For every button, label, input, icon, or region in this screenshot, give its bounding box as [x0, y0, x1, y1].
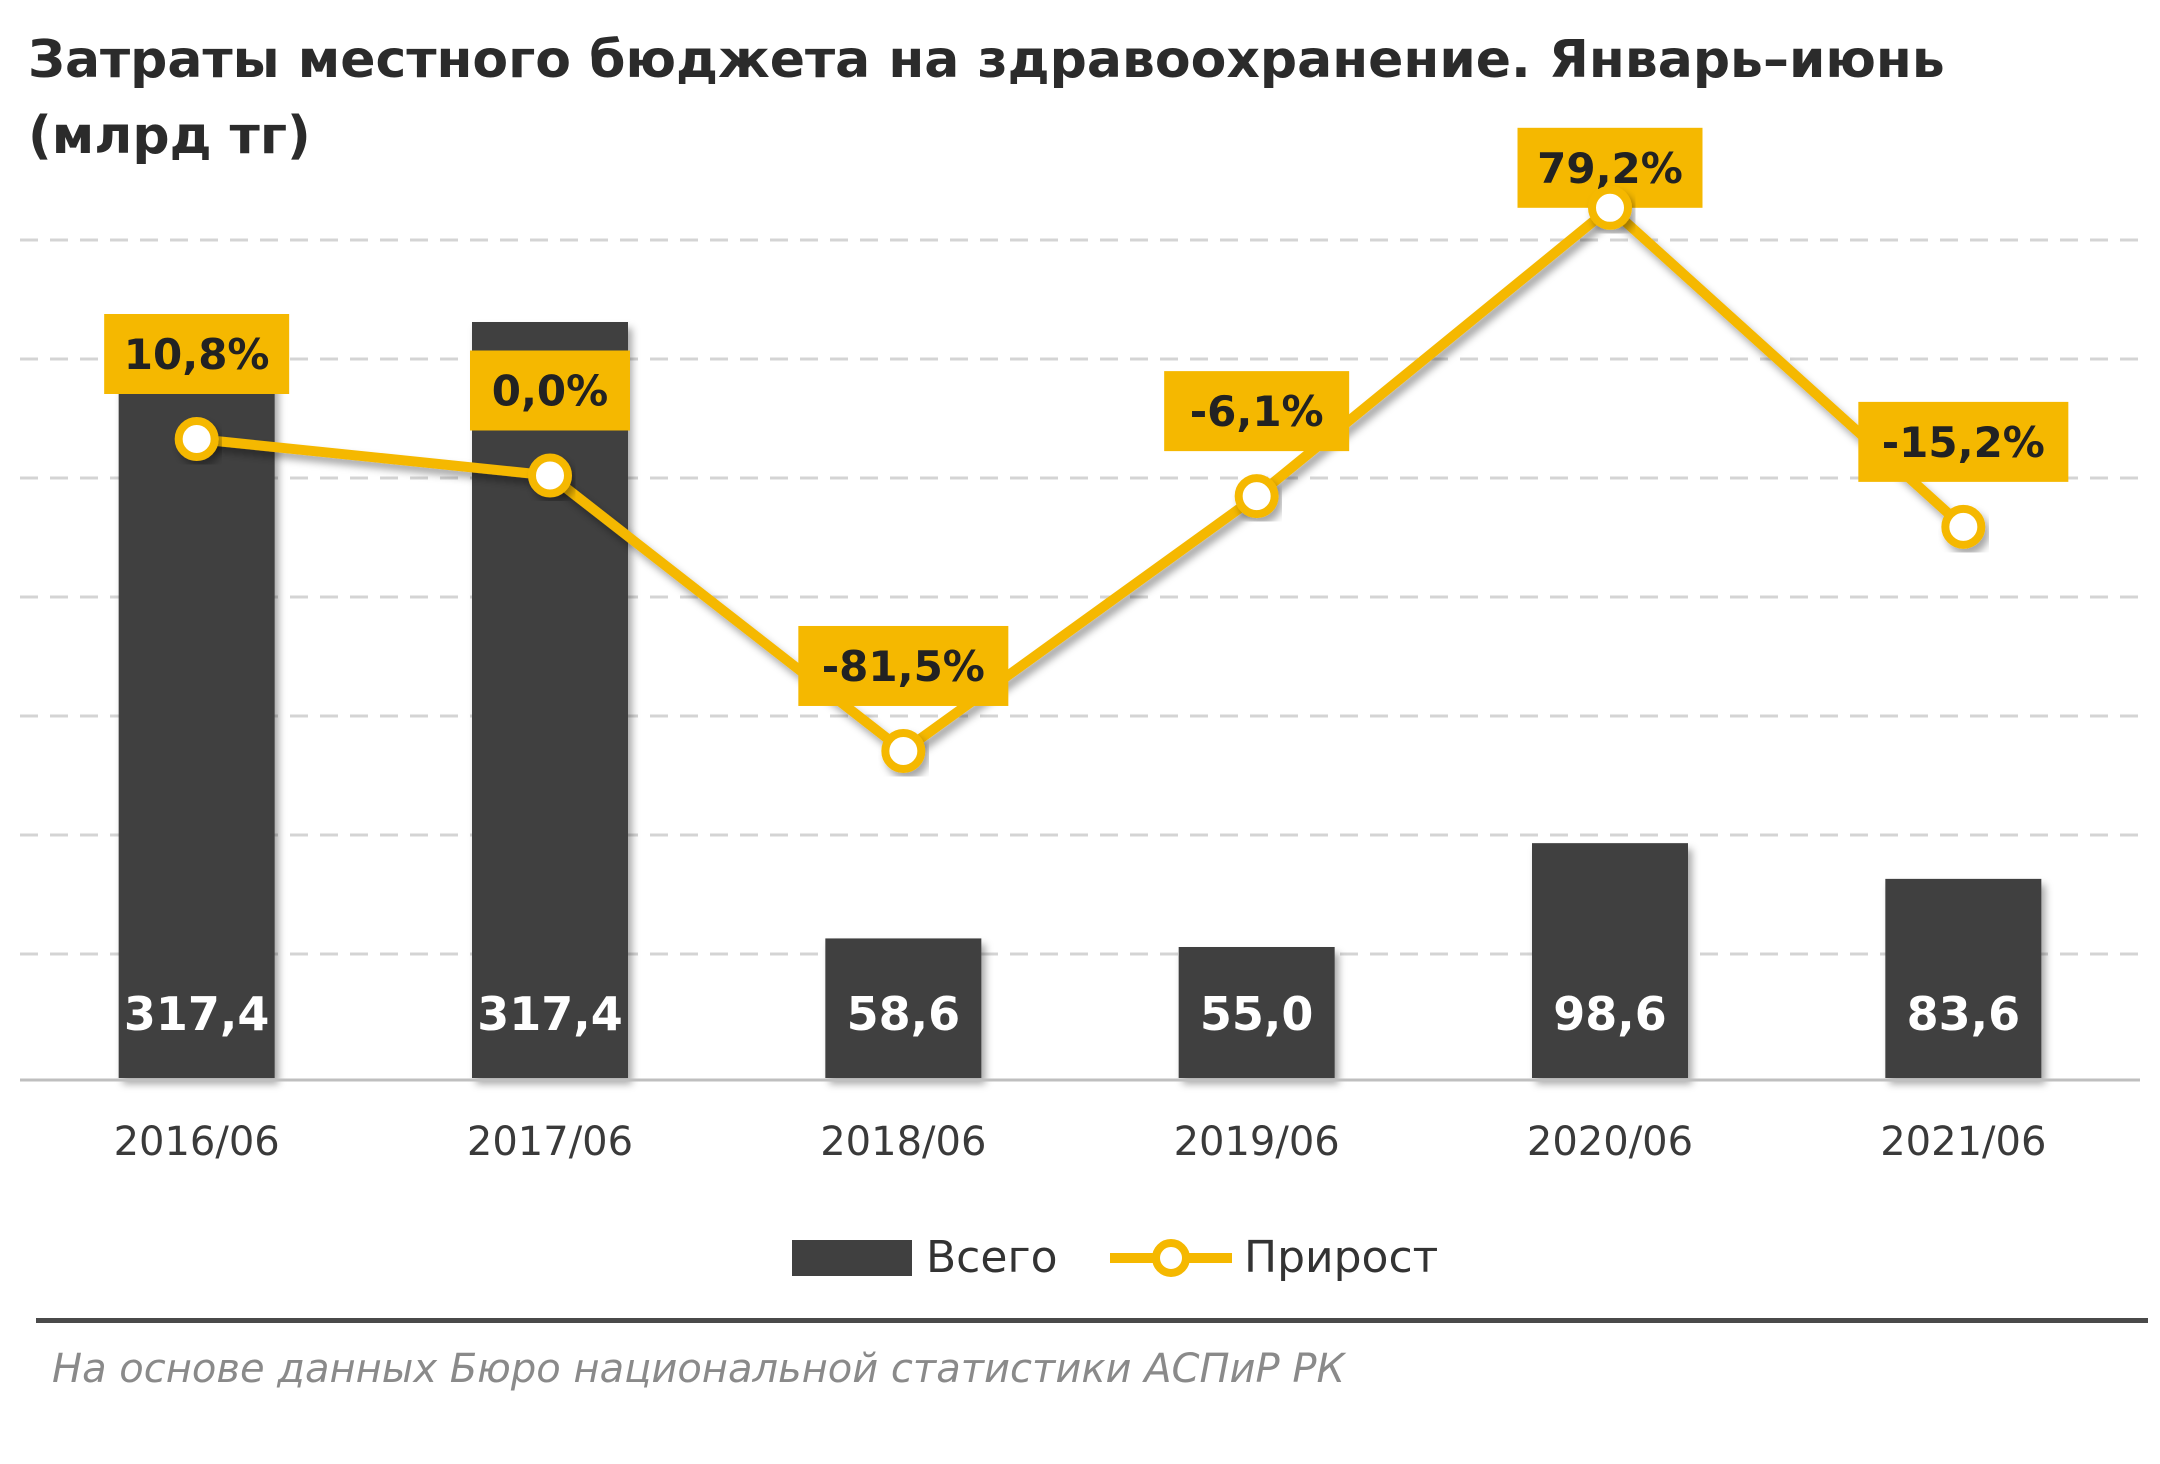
growth-label-box [104, 313, 290, 394]
growth-value-label: 10,8% [124, 330, 270, 379]
legend-label-total: Всего [926, 1232, 1057, 1283]
growth-series: 10,8% 0,0% -81,5% -6,1% 79,2% -15,2% [104, 127, 2069, 773]
gridlines [20, 238, 2140, 956]
bar [1532, 843, 1688, 1078]
bar-value-label: 83,6 [1907, 987, 2021, 1041]
source-note: На основе данных Бюро национальной стати… [52, 1346, 1345, 1392]
bar [825, 938, 982, 1078]
legend-swatch-total [792, 1240, 912, 1276]
growth-value-label: -15,2% [1882, 418, 2045, 467]
x-tick-label: 2021/06 [1880, 1119, 2046, 1165]
bar-value-label: 317,4 [477, 987, 623, 1041]
growth-value-label: -81,5% [822, 642, 985, 691]
growth-label-box [1164, 371, 1350, 452]
growth-value-label: 79,2% [1537, 144, 1683, 193]
legend: Всего Прирост [792, 1232, 1438, 1283]
bar [472, 322, 628, 1078]
bar-value-label: 55,0 [1200, 987, 1314, 1041]
source-divider [36, 1318, 2148, 1323]
x-axis: 2016/06 2017/06 2018/06 2019/06 2020/06 2021/… [20, 1078, 2140, 1165]
legend-label-growth: Прирост [1244, 1232, 1438, 1283]
bar-value-label: 58,6 [847, 987, 961, 1041]
growth-label-box [798, 625, 1009, 706]
growth-value-label: 0,0% [492, 367, 608, 416]
growth-marker [1588, 185, 1632, 230]
growth-label-box [1858, 401, 2069, 482]
bar-series: 317,4 317,4 58,6 55,0 98,6 83,6 [118, 322, 2042, 1078]
growth-marker [1234, 474, 1279, 519]
chart: 317,4 317,4 58,6 55,0 98,6 83,6 2016/06 2017/0… [20, 127, 2140, 1283]
x-tick-label: 2017/06 [467, 1119, 633, 1165]
growth-marker [528, 453, 572, 498]
x-tick-label: 2016/06 [114, 1119, 280, 1165]
x-tick-label: 2019/06 [1174, 1119, 1340, 1165]
chart-title: Затраты местного бюджета на здравоохране… [28, 30, 1945, 166]
bar-value-label: 98,6 [1553, 987, 1667, 1041]
growth-marker [174, 416, 219, 461]
x-tick-label: 2020/06 [1527, 1119, 1693, 1165]
bar [1178, 946, 1335, 1078]
growth-marker [1941, 504, 1986, 549]
x-tick-label: 2018/06 [820, 1119, 986, 1165]
bar-value-label: 317,4 [124, 987, 270, 1041]
growth-value-label: -6,1% [1190, 387, 1324, 436]
growth-marker [881, 728, 926, 773]
bar [1885, 878, 2042, 1078]
legend-swatch-growth-marker [1152, 1239, 1190, 1277]
growth-label-box [470, 350, 630, 431]
growth-line [196, 202, 1967, 756]
